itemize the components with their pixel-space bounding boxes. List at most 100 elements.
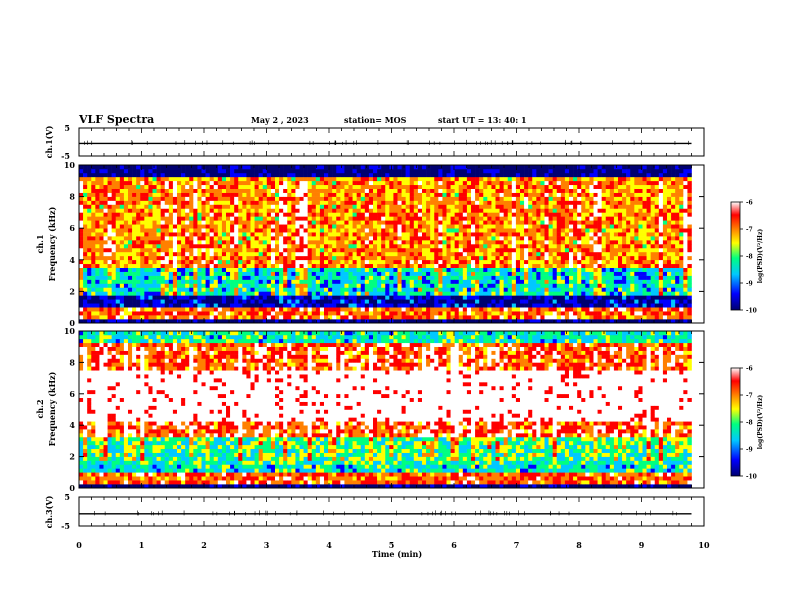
spec-cell <box>99 180 104 186</box>
spec-cell <box>221 255 227 261</box>
spec-cell <box>503 279 509 284</box>
spec-cell <box>458 291 464 296</box>
spec-cell <box>446 275 451 280</box>
spec-cell <box>201 271 206 276</box>
spec-cell <box>524 240 529 245</box>
spec-cell <box>111 180 117 186</box>
spec-cell <box>156 295 161 300</box>
spec-cell <box>107 196 112 201</box>
spec-cell <box>458 204 464 209</box>
spec-cell <box>405 283 411 288</box>
spec-cell <box>560 184 566 189</box>
spec-cell <box>377 204 382 209</box>
spec-cell <box>520 216 525 221</box>
spec-cell <box>283 216 288 221</box>
spec-cell <box>156 236 161 241</box>
spec-cell <box>250 168 255 174</box>
spec-cell <box>291 240 296 245</box>
spec-cell <box>450 315 455 320</box>
spec-cell <box>299 192 304 197</box>
spec-cell <box>79 311 84 316</box>
spec-cell <box>417 279 423 284</box>
spec-cell <box>315 165 321 170</box>
spec-cell <box>340 204 345 209</box>
spec-cell <box>332 247 337 253</box>
spec-cell <box>483 259 488 265</box>
spec-cell <box>177 283 182 288</box>
spec-cell <box>511 188 517 193</box>
spec-cell <box>107 295 112 300</box>
spec-cell <box>205 180 210 186</box>
spec-cell <box>230 224 235 229</box>
spec-cell <box>221 267 227 272</box>
spec-cell <box>564 228 570 233</box>
spec-cell <box>132 259 137 265</box>
spec-cell <box>295 251 300 257</box>
spec-cell <box>462 271 468 276</box>
spec-cell <box>119 208 125 213</box>
spec-cell <box>148 267 153 272</box>
spec-cell <box>340 200 345 205</box>
spec-cell <box>128 165 133 170</box>
spec-cell <box>458 188 464 193</box>
spec-cell <box>454 315 460 320</box>
spec-cell <box>119 267 125 272</box>
spec-cell <box>307 208 313 213</box>
spec-cell <box>266 247 272 253</box>
spec-cell <box>475 208 480 213</box>
spec-cell <box>185 244 190 249</box>
spec-cell <box>560 200 566 205</box>
spec-cell <box>409 184 415 189</box>
spec-cell <box>177 255 182 261</box>
spec-cell <box>258 236 264 241</box>
spec-cell <box>540 283 545 288</box>
spec-cell <box>303 165 308 170</box>
spec-cell <box>385 228 390 233</box>
spec-cell <box>83 283 88 288</box>
spec-cell <box>201 232 206 237</box>
spec-cell <box>409 315 415 320</box>
spec-cell <box>197 295 202 300</box>
spec-cell <box>83 267 88 272</box>
spec-cell <box>532 283 537 288</box>
spec-cell <box>234 259 239 265</box>
spec-cell <box>532 295 537 300</box>
spec-cell <box>454 263 460 268</box>
spec-cell <box>450 212 455 217</box>
spec-cell <box>434 311 439 316</box>
spec-cell <box>140 208 145 213</box>
spec-cell <box>319 216 325 221</box>
spec-cell <box>552 311 558 316</box>
spec-cell <box>401 247 406 253</box>
spec-cell <box>536 307 541 312</box>
spec-cell <box>185 271 190 276</box>
spec-cell <box>189 224 194 229</box>
spec-cell <box>197 251 202 257</box>
spec-cell <box>307 165 313 170</box>
spec-cell <box>417 236 423 241</box>
spec-cell <box>99 232 104 237</box>
spec-cell <box>181 307 186 312</box>
spec-cell <box>446 196 451 201</box>
spec-cell <box>87 267 92 272</box>
spec-cell <box>242 200 247 205</box>
spec-cell <box>226 303 231 308</box>
spec-cell <box>442 240 447 245</box>
spec-cell <box>291 291 296 296</box>
spec-cell <box>544 259 549 265</box>
spec-cell <box>405 311 411 316</box>
spec-cell <box>471 172 476 178</box>
spec-cell <box>246 204 251 209</box>
spec-cell <box>311 255 317 261</box>
spec-cell <box>144 275 149 280</box>
station-label: station= MOS <box>344 115 407 125</box>
spec-cell <box>91 200 96 205</box>
spec-cell <box>250 271 255 276</box>
spec-cell <box>91 208 96 213</box>
spec-cell <box>303 188 308 193</box>
spec-cell <box>573 220 578 225</box>
spec-cell <box>193 216 198 221</box>
spec-cell <box>422 303 427 308</box>
spec-cell <box>405 188 411 193</box>
spec-cell <box>340 212 345 217</box>
